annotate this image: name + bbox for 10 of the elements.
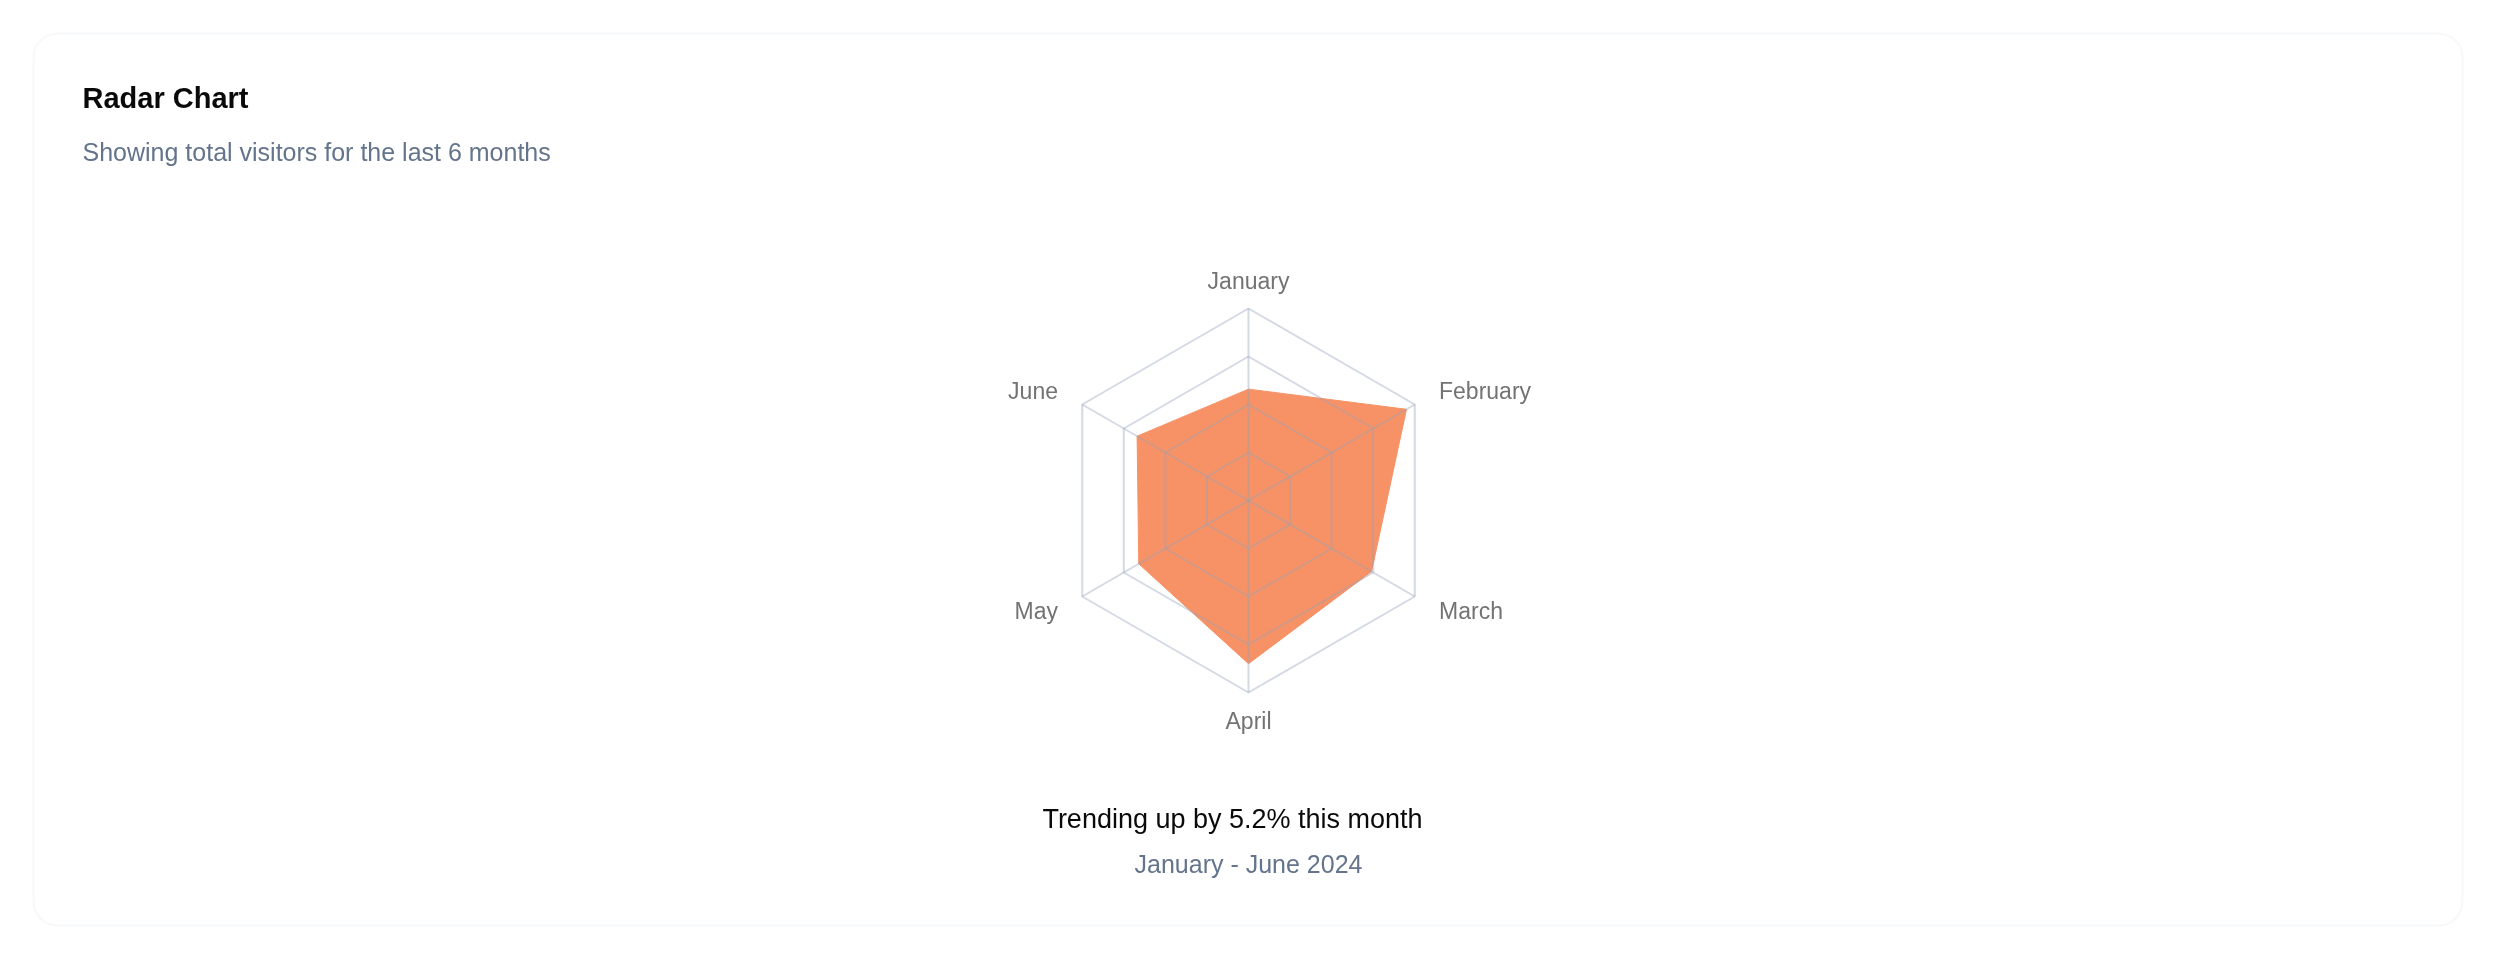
- spoke-label: February: [1439, 377, 1532, 404]
- text: Showing total visitors for the last 6 months: [82, 137, 551, 166]
- text: Radar Chart: [82, 81, 249, 114]
- text: Trending up by 5.2% this month: [1042, 803, 1423, 834]
- spoke-label: March: [1439, 597, 1503, 624]
- spoke-label: June: [1008, 377, 1058, 404]
- spoke-label: May: [1014, 597, 1059, 624]
- text: January - June 2024: [1134, 849, 1363, 878]
- spoke-label: January: [1207, 267, 1290, 294]
- spoke-label: April: [1225, 707, 1272, 734]
